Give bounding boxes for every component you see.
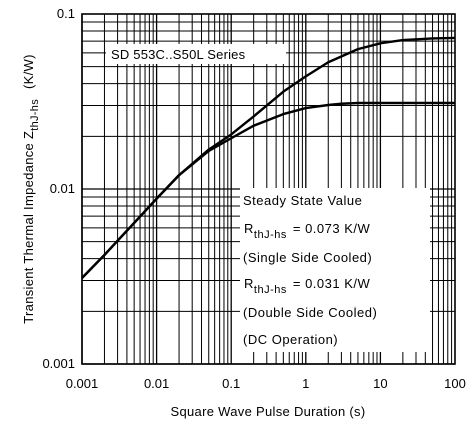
x-tick-label: 100 [444,376,466,391]
chart-title: SD 553C..S50L Series [111,47,246,62]
annotation-note2: (Double Side Cooled) [243,305,377,320]
y-tick-label: 0.1 [57,6,75,21]
x-tick-labels: 0.001 0.01 0.1 1 10 100 [66,376,466,391]
title-box [106,44,286,64]
annotation-line1: Steady State Value [243,193,362,208]
annotation-r2: RthJ-hs = 0.031 K/W [244,276,370,296]
series-line-2 [81,101,455,279]
annotation-r2-symbol: R [244,276,254,291]
series-group [81,36,456,279]
x-tick-label: 10 [373,376,387,391]
y-tick-label: 0.01 [50,181,75,196]
annotation-r1-value: = 0.073 K/W [293,221,371,236]
x-tick-label: 0.1 [222,376,240,391]
y-axis-label-main: Transient Thermal Impedance Z [21,131,36,324]
y-axis-label-sub: thJ-hs [29,99,41,131]
annotation-r1: RthJ-hs = 0.073 K/W [244,221,370,241]
x-tick-label: 1 [302,376,309,391]
y-tick-labels: 0.001 0.01 0.1 [42,6,75,371]
x-tick-label: 0.01 [144,376,169,391]
plot-frame [81,13,456,365]
annotation-note1: (Single Side Cooled) [243,250,372,265]
annotation-r1-symbol: R [244,221,254,236]
y-axis-label: Transient Thermal Impedance ZthJ-hs (K/W) [21,54,41,323]
y-tick-label: 0.001 [42,356,75,371]
annotation-note3: (DC Operation) [243,332,338,347]
y-axis-label-unit: (K/W) [21,54,36,89]
annotation-r2-value: = 0.031 K/W [293,276,371,291]
x-axis-label: Square Wave Pulse Duration (s) [171,404,366,419]
annotation-r2-sub: thJ-hs [254,284,287,296]
annotation-box [240,188,430,352]
annotation-r1-sub: thJ-hs [254,229,287,241]
x-tick-label: 0.001 [66,376,99,391]
